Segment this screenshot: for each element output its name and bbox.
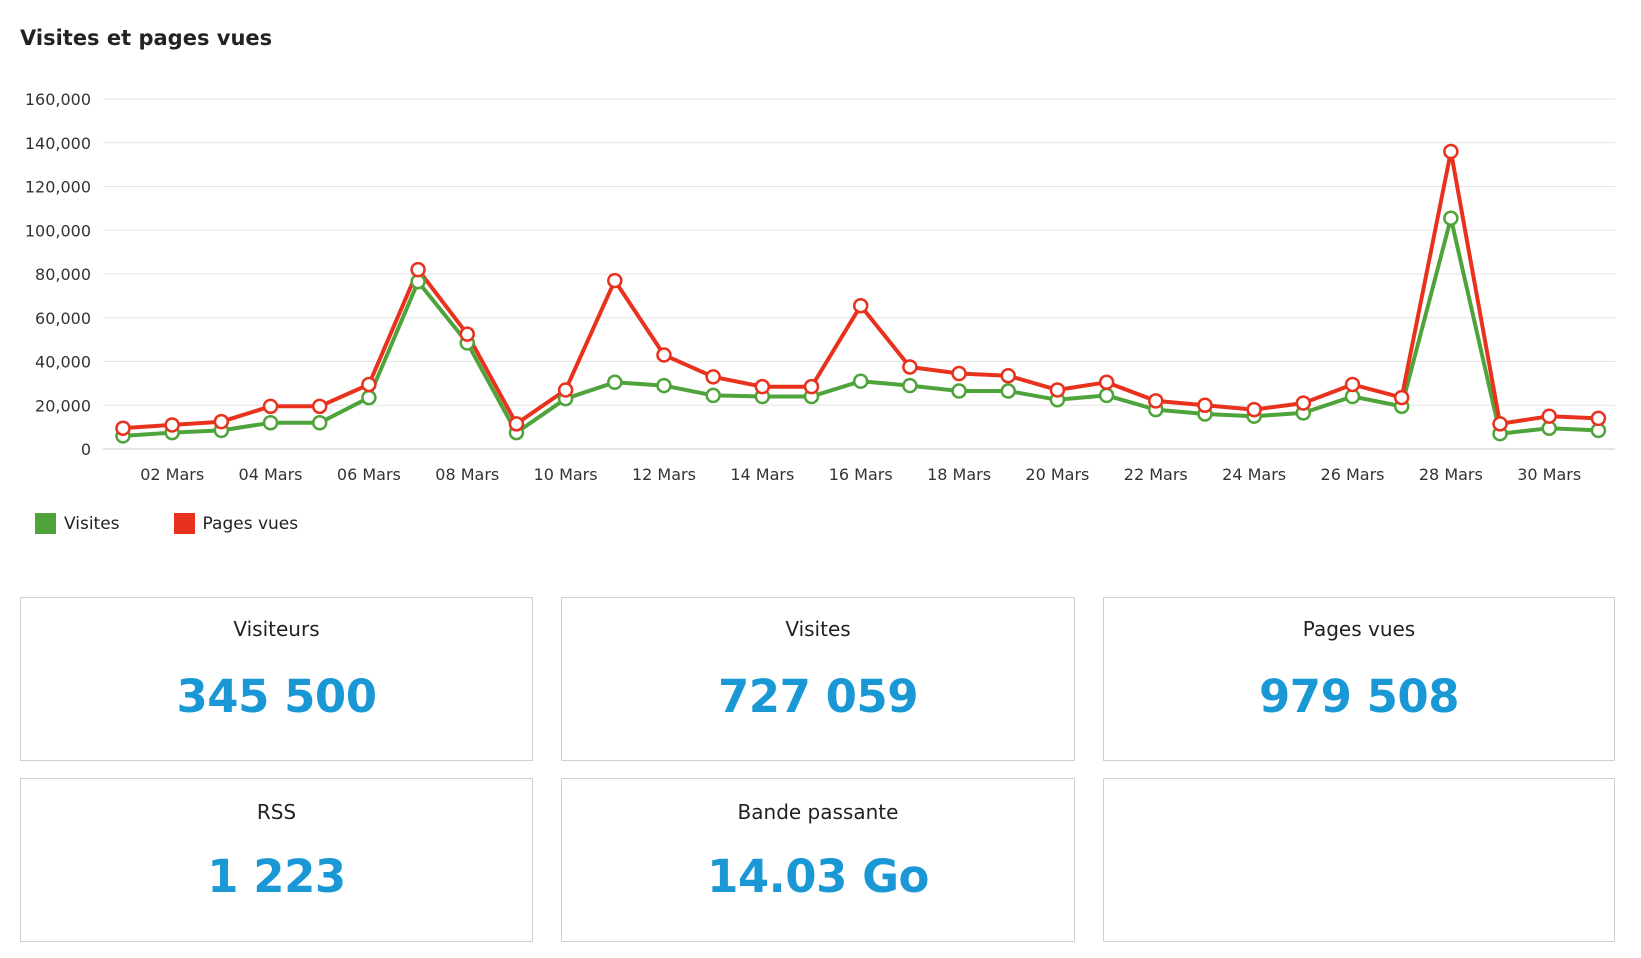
- x-tick-label: 20 Mars: [1025, 465, 1089, 484]
- x-tick-label: 02 Mars: [140, 465, 204, 484]
- data-point-pages-vues: [1148, 393, 1164, 409]
- data-point-pages-vues: [1197, 397, 1213, 413]
- data-point-pages-vues: [164, 417, 180, 433]
- x-tick-label: 22 Mars: [1124, 465, 1188, 484]
- chart-title: Visites et pages vues: [20, 26, 273, 50]
- stat-label-bande-passante: Bande passante: [737, 800, 899, 824]
- legend-item-pages-vues[interactable]: Pages vues: [173, 513, 299, 534]
- data-point-visites: [951, 383, 967, 399]
- stat-value-visiteurs: 345 500: [176, 670, 377, 723]
- data-point-pages-vues: [311, 398, 328, 415]
- data-point-pages-vues: [1393, 389, 1410, 406]
- data-point-pages-vues: [1000, 367, 1016, 384]
- x-tick-label: 24 Mars: [1222, 465, 1286, 484]
- x-tick-label: 10 Mars: [534, 465, 598, 484]
- data-point-pages-vues: [852, 297, 869, 314]
- data-point-visites: [1098, 387, 1115, 404]
- legend-label-pages-vues: Pages vues: [202, 513, 299, 534]
- stat-card-pages-vues: Pages vues 979 508: [1103, 597, 1615, 761]
- y-tick-label: 140,000: [25, 134, 91, 153]
- data-point-visites: [656, 377, 672, 394]
- stat-value-pages-vues: 979 508: [1258, 670, 1460, 723]
- stat-card-bande-passante: Bande passante 14.03 Go: [561, 778, 1075, 942]
- data-point-visites: [311, 415, 328, 431]
- data-point-pages-vues: [1246, 401, 1262, 418]
- data-point-pages-vues: [656, 347, 672, 363]
- legend-swatch-pages-vues: [173, 513, 195, 534]
- data-point-visites: [361, 389, 377, 406]
- data-point-pages-vues: [951, 365, 967, 382]
- data-point-pages-vues: [115, 420, 131, 436]
- data-point-pages-vues: [262, 398, 279, 415]
- stat-card-visiteurs: Visiteurs 345 500: [20, 597, 533, 761]
- stat-label-visites: Visites: [785, 617, 851, 641]
- data-point-pages-vues: [508, 416, 525, 432]
- data-point-pages-vues: [213, 413, 230, 430]
- data-point-visites: [705, 387, 721, 404]
- x-tick-label: 14 Mars: [730, 465, 794, 484]
- x-tick-label: 08 Mars: [435, 465, 499, 484]
- y-tick-label: 60,000: [35, 309, 91, 328]
- legend-item-visites[interactable]: Visites: [35, 513, 120, 534]
- x-tick-label: 06 Mars: [337, 465, 401, 484]
- data-point-pages-vues: [705, 369, 721, 385]
- data-point-pages-vues: [607, 272, 623, 289]
- data-point-pages-vues: [902, 359, 918, 375]
- stat-card-empty: [1103, 778, 1615, 942]
- data-point-visites: [1443, 210, 1459, 226]
- y-tick-label: 20,000: [35, 396, 91, 415]
- chart-legend: Visites Pages vues: [35, 513, 352, 534]
- x-tick-label: 26 Mars: [1321, 465, 1385, 484]
- x-tick-label: 18 Mars: [927, 465, 991, 484]
- data-point-pages-vues: [1295, 395, 1312, 411]
- series-line-visites: [121, 216, 1601, 438]
- data-point-pages-vues: [1344, 376, 1361, 393]
- data-point-pages-vues: [1443, 143, 1459, 160]
- data-point-pages-vues: [557, 382, 574, 398]
- y-tick-label: 120,000: [25, 178, 91, 197]
- data-point-pages-vues: [1098, 374, 1115, 391]
- y-tick-label: 40,000: [35, 353, 91, 372]
- data-point-pages-vues: [754, 378, 771, 395]
- y-tick-label: 160,000: [25, 90, 91, 109]
- y-tick-label: 80,000: [35, 265, 91, 284]
- stat-value-visites: 727 059: [717, 670, 919, 723]
- stat-label-visiteurs: Visiteurs: [233, 617, 320, 641]
- x-tick-label: 12 Mars: [632, 465, 696, 484]
- data-point-visites: [852, 373, 869, 389]
- data-point-pages-vues: [1541, 408, 1557, 424]
- x-tick-label: 30 Mars: [1517, 465, 1581, 484]
- stat-label-pages-vues: Pages vues: [1302, 617, 1416, 641]
- data-point-visites: [1000, 383, 1016, 399]
- legend-swatch-visites: [35, 513, 56, 534]
- stat-card-visites: Visites 727 059: [561, 597, 1075, 761]
- x-tick-label: 16 Mars: [829, 465, 893, 484]
- data-point-pages-vues: [1492, 416, 1508, 432]
- stat-label-rss: RSS: [256, 800, 297, 824]
- data-point-pages-vues: [459, 326, 476, 342]
- y-tick-label: 0: [81, 440, 91, 459]
- stat-value-bande-passante: 14.03 Go: [707, 850, 929, 903]
- stat-value-rss: 1 223: [207, 850, 346, 903]
- data-point-visites: [902, 377, 918, 394]
- x-tick-label: 04 Mars: [239, 465, 303, 484]
- legend-label-visites: Visites: [64, 513, 120, 534]
- stat-card-rss: RSS 1 223: [20, 778, 533, 942]
- data-point-pages-vues: [803, 378, 820, 395]
- data-point-pages-vues: [1590, 410, 1607, 427]
- data-point-pages-vues: [361, 376, 377, 393]
- line-chart: 0 20,000 40,000 60,000 80,000 100,000 120,000 1…: [25, 90, 1615, 484]
- data-point-visites: [262, 415, 279, 431]
- data-point-pages-vues: [410, 261, 426, 278]
- data-point-pages-vues: [1049, 382, 1066, 398]
- y-tick-label: 100,000: [25, 221, 91, 240]
- data-point-visites: [607, 374, 623, 391]
- x-tick-label: 28 Mars: [1419, 465, 1483, 484]
